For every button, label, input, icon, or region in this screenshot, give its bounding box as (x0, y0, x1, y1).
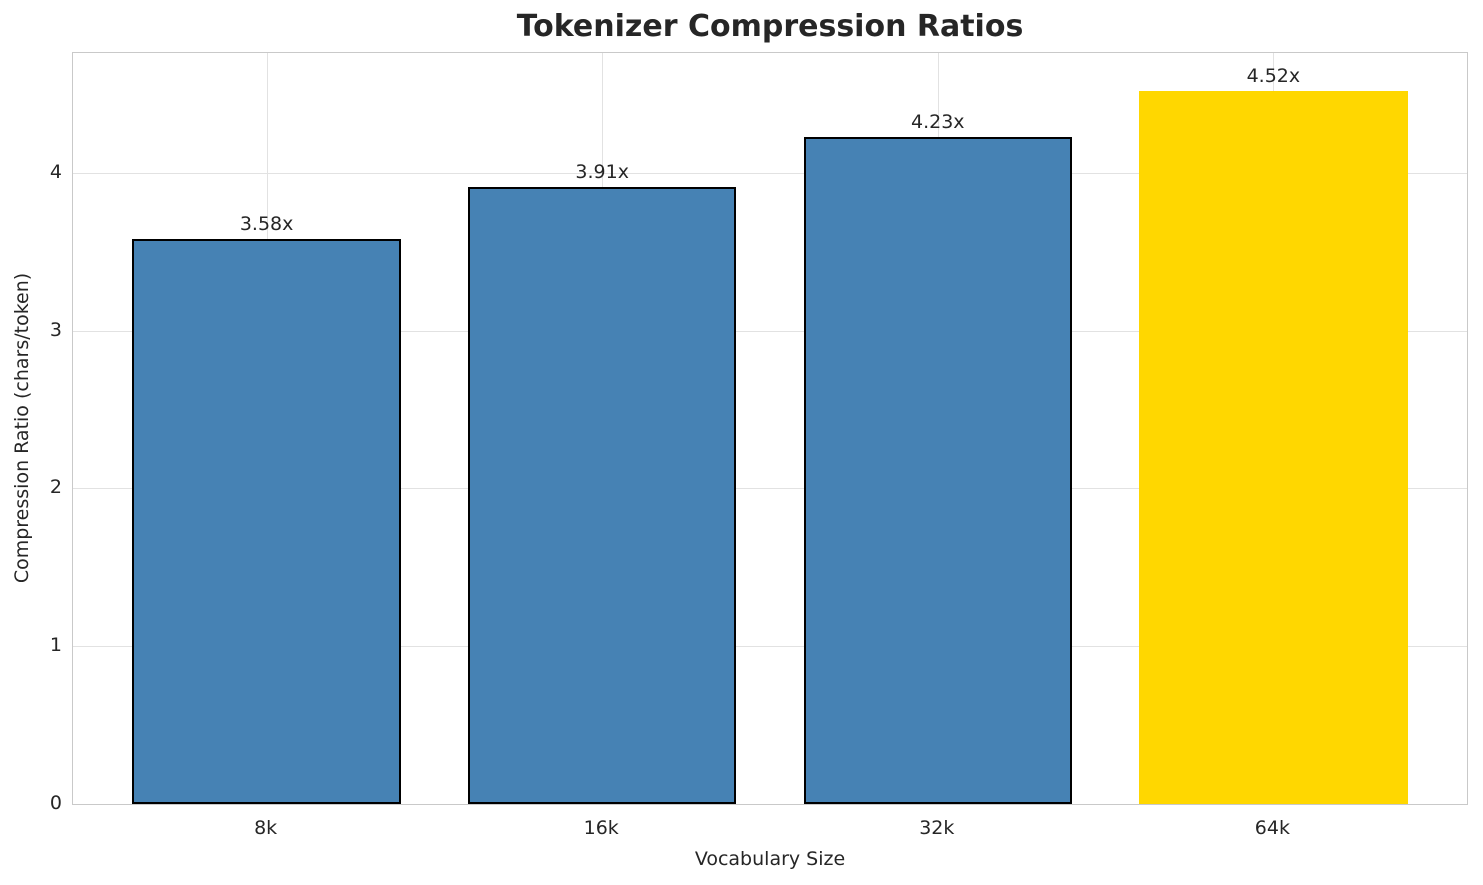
x-tick-label-16k: 16k (583, 817, 619, 839)
gridline-y-3 (73, 330, 1467, 332)
y-tick-label-1: 1 (49, 634, 62, 657)
y-tick-label-4: 4 (49, 160, 62, 183)
y-tick-label-3: 3 (49, 318, 62, 341)
bar-32k (803, 136, 1072, 804)
chart-title: Tokenizer Compression Ratios (516, 9, 1024, 44)
bar-8k (132, 239, 401, 804)
x-tick-label-8k: 8k (254, 817, 278, 839)
gridline-y-2 (73, 488, 1467, 490)
bar-16k (467, 187, 737, 804)
bar-value-label-16k: 3.91x (575, 161, 629, 184)
x-axis-label: Vocabulary Size (694, 848, 846, 870)
bar-value-label-64k: 4.52x (1246, 64, 1301, 87)
x-tick-label-32k: 32k (919, 817, 955, 839)
bar-value-label-32k: 4.23x (911, 110, 965, 133)
y-tick-label-0: 0 (49, 792, 62, 814)
x-tick-label-64k: 64k (1254, 817, 1290, 839)
y-tick-label-2: 2 (49, 476, 62, 499)
bar-64k (1139, 90, 1408, 804)
bar-value-label-8k: 3.58x (239, 213, 294, 236)
gridline-y-4 (73, 172, 1467, 174)
gridline-y-1 (73, 646, 1467, 648)
plot-area: 3.58x 3.91x 4.23x 4.52x (72, 52, 1468, 805)
